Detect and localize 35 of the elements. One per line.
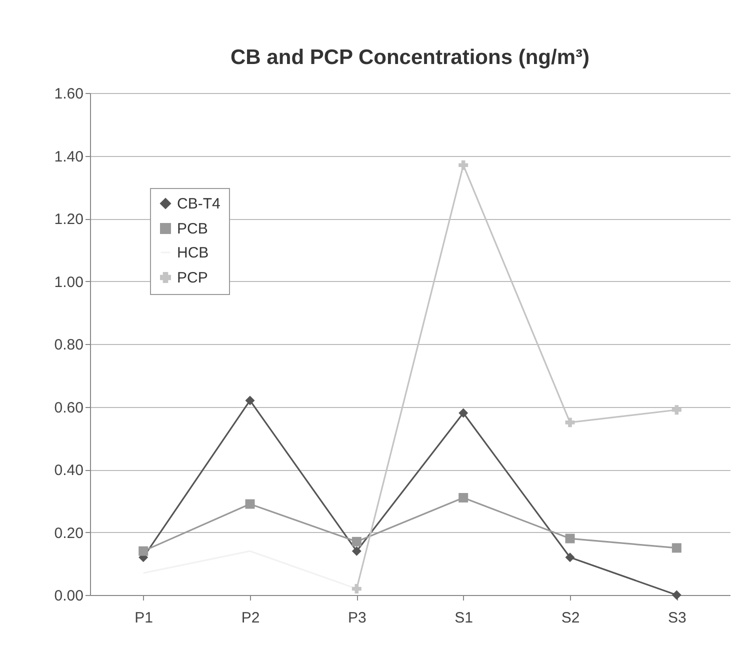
point: [672, 543, 682, 553]
point: [352, 584, 362, 594]
x-tick-label: P3: [348, 610, 366, 626]
legend-label: PCP: [177, 270, 208, 286]
point: [138, 546, 148, 556]
point: [245, 396, 255, 406]
point: [458, 492, 468, 502]
point: [565, 534, 575, 544]
legend-label: HCB: [177, 244, 209, 262]
y-tick-label: 1.20: [54, 211, 84, 228]
y-tick-label: 0.80: [54, 336, 84, 354]
x-tick-label: S1: [454, 610, 474, 626]
legend-label: CB-T4: [177, 196, 220, 212]
point: [352, 546, 362, 556]
x-tick-label: P1: [134, 610, 154, 626]
point: [672, 405, 682, 415]
point: [458, 160, 468, 170]
y-tick-label: 0.40: [54, 462, 84, 479]
point: [565, 552, 575, 562]
y-tick-label: 1.60: [54, 86, 84, 102]
legend-label: PCB: [177, 220, 208, 238]
chart-title: CB and PCP Concentrations (ng/m³): [230, 46, 590, 69]
point: [672, 590, 682, 600]
point: [458, 408, 468, 418]
y-tick-label: 0.00: [54, 588, 84, 604]
x-tick-label: P2: [241, 610, 260, 626]
point: [352, 536, 362, 546]
x-tick-label: S2: [561, 610, 580, 626]
point: [565, 418, 575, 428]
point: [245, 499, 255, 509]
y-tick-label: 1.40: [54, 148, 84, 166]
x-tick-label: S3: [668, 610, 686, 626]
y-tick-label: 0.20: [54, 524, 84, 542]
y-tick-label: 0.60: [54, 399, 84, 416]
y-tick-label: 1.00: [54, 274, 84, 291]
